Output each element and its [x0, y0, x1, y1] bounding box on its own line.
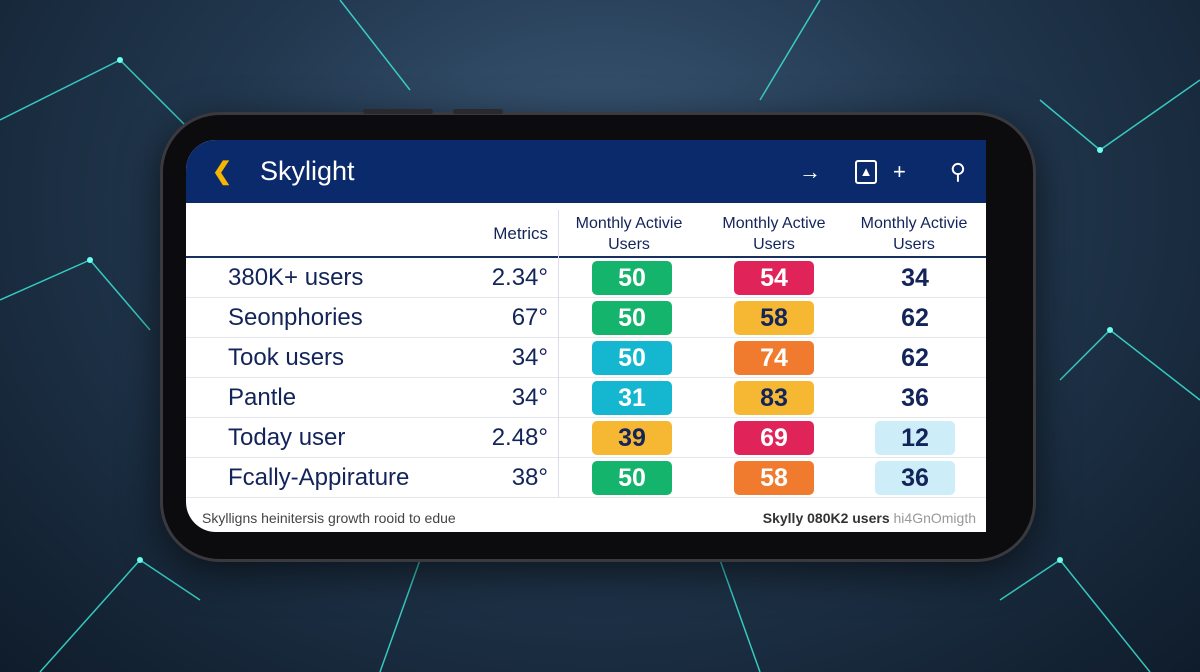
table-row[interactable]: Pantle 34° 31 83 36	[186, 378, 986, 418]
row-label: Pantle	[228, 384, 297, 411]
table-row[interactable]: 380K+ users 2.34° 50 54 34	[186, 258, 986, 298]
col2-badge: 83	[734, 381, 814, 415]
row-label: 380K+ users	[228, 264, 364, 291]
footer-right-text: Skylly 080K2 users hi4GnOmigth	[763, 510, 976, 526]
header-metrics: Metrics	[493, 224, 548, 243]
footer-faded: hi4GnOmigth	[893, 510, 976, 526]
col3-badge: 36	[875, 461, 955, 495]
app-title: Skylight	[260, 156, 355, 186]
table-header: Metrics Monthly Activie Users Monthly Ac…	[186, 203, 986, 258]
row-metric: 34°	[511, 384, 548, 411]
footer-left-text: Skylligns heinitersis growth rooid to ed…	[202, 510, 456, 526]
footer: Skylligns heinitersis growth rooid to ed…	[186, 502, 986, 532]
plus-icon[interactable]: +	[893, 158, 906, 184]
row-metric: 2.48°	[491, 424, 548, 451]
row-metric: 2.34°	[491, 264, 548, 291]
col3-badge: 62	[901, 304, 929, 332]
col1-badge: 50	[592, 461, 672, 495]
app-header: ❮ Skylight → ▲ + ⚲	[186, 140, 986, 203]
col3-badge: 62	[901, 344, 929, 372]
col1-badge: 50	[592, 301, 672, 335]
table-row[interactable]: Today user 2.48° 39 69 12	[186, 418, 986, 458]
col2-badge: 58	[734, 301, 814, 335]
app-screen: ❮ Skylight → ▲ + ⚲ Metrics Monthly Activ…	[186, 140, 986, 532]
row-metric: 34°	[511, 344, 548, 371]
col1-badge: 50	[592, 261, 672, 295]
col1-badge: 50	[592, 341, 672, 375]
search-icon[interactable]: ⚲	[949, 158, 966, 184]
row-metric: 67°	[511, 304, 548, 331]
header-col2: Monthly Active Users	[722, 215, 826, 253]
col3-badge: 36	[901, 384, 929, 412]
row-label: Took users	[228, 344, 345, 371]
row-metric: 38°	[511, 464, 548, 491]
col2-badge: 69	[734, 421, 814, 455]
table-row[interactable]: Took users 34° 50 74 62	[186, 338, 986, 378]
col2-badge: 58	[734, 461, 814, 495]
back-chevron-icon[interactable]: ❮	[212, 158, 233, 185]
col3-badge: 12	[875, 421, 955, 455]
table-row[interactable]: Seonphories 67° 50 58 62	[186, 298, 986, 338]
footer-users: Skylly 080K2 users	[762, 510, 890, 526]
row-label: Fcally-Appirature	[228, 464, 410, 491]
header-col3: Monthly Activie Users	[860, 215, 968, 253]
col1-badge: 31	[592, 381, 672, 415]
image-icon[interactable]: ▲	[855, 159, 878, 184]
arrow-right-icon[interactable]: →	[799, 158, 822, 184]
col2-badge: 74	[734, 341, 814, 375]
col1-badge: 39	[592, 421, 672, 455]
header-col1: Monthly Activie Users	[575, 215, 683, 253]
col2-badge: 54	[734, 261, 814, 295]
row-label: Today user	[228, 424, 346, 451]
table-row[interactable]: Fcally-Appirature 38° 50 58 36	[186, 458, 986, 498]
column-divider	[558, 210, 559, 498]
row-label: Seonphories	[228, 304, 363, 331]
col3-badge: 34	[901, 264, 929, 292]
